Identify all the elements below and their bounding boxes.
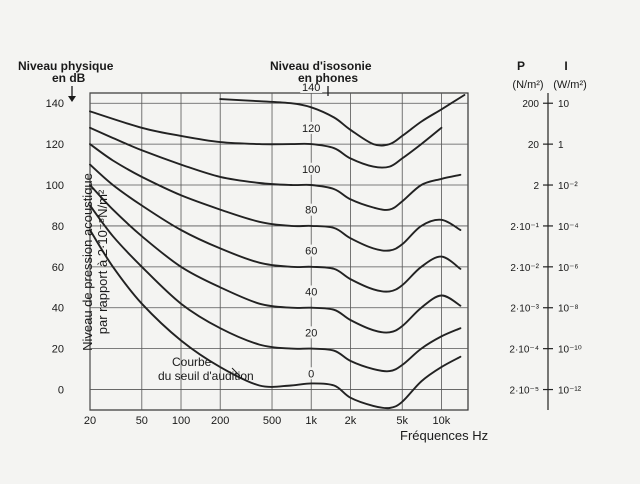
- x-axis-label: Fréquences Hz: [400, 428, 488, 443]
- chart-grid: [89, 92, 469, 411]
- y-tick-label: 0: [58, 385, 64, 397]
- curve-label-bg: [300, 121, 323, 134]
- x-tick-label: 20: [84, 415, 96, 427]
- y-tick-label: 80: [52, 221, 64, 233]
- curve-label-60: 60: [305, 246, 317, 258]
- curve-label-bg: [300, 203, 323, 216]
- curve-40-phon: [89, 184, 462, 334]
- curve-label-bg: [300, 244, 323, 257]
- p-header-line2: (N/m²): [512, 79, 543, 91]
- curve-label-bg: [300, 80, 323, 93]
- curve-0-phon: [89, 229, 462, 410]
- x-tick-label: 5k: [396, 415, 408, 427]
- i-header-line1: I: [564, 59, 567, 73]
- right-scale: 200 10 20 1 2 10⁻² 2·10⁻¹ 10⁻⁴ 2·10⁻² 10⁻⁶ 2·10⁻³ 1…: [509, 93, 582, 410]
- x-tick-label: 2k: [345, 415, 357, 427]
- x-tick-label: 100: [172, 415, 190, 427]
- x-tick-label: 200: [211, 415, 229, 427]
- top-header-line2: en phones: [298, 71, 358, 85]
- curve-labels: 0 20 40 60 80 100 120 140: [300, 80, 323, 380]
- curve-label-20: 20: [305, 327, 317, 339]
- x-tick-label: 50: [136, 415, 148, 427]
- plot-frame: [89, 92, 469, 411]
- intensity-label: 10⁻²: [558, 181, 578, 192]
- intensity-label: 10⁻⁶: [558, 263, 579, 274]
- curve-label-bg: [300, 162, 323, 175]
- x-axis-ticks: 20 50 100 200 500 1k 2k 5k 10k: [84, 415, 451, 427]
- curve-label-100: 100: [302, 164, 320, 176]
- y-axis-label: Niveau de pression acoustique par rappor…: [80, 173, 110, 351]
- y-axis-ticks: 0 20 40 60 80 100 120 140: [46, 98, 64, 396]
- left-header-line2: en dB: [52, 71, 86, 85]
- left-header-arrowhead: [68, 96, 76, 102]
- curve-label-bg: [300, 285, 323, 298]
- intensity-label: 10⁻⁴: [558, 222, 579, 233]
- equal-loudness-curves: [89, 94, 466, 410]
- intensity-label: 10⁻¹⁰: [558, 345, 582, 356]
- p-header-line1: P: [517, 59, 525, 73]
- x-tick-label: 10k: [433, 415, 451, 427]
- curve-80-phon: [89, 143, 462, 252]
- pressure-label: 2·10⁻¹: [510, 222, 539, 233]
- curve-label-bg: [300, 326, 323, 339]
- top-header-line1: Niveau d'isosonie: [270, 59, 372, 73]
- i-header-line2: (W/m²): [553, 79, 587, 91]
- curve-20-phon: [89, 204, 462, 373]
- curve-60-phon: [89, 163, 462, 293]
- curve-140-phon: [219, 94, 466, 147]
- curve-label-0: 0: [308, 368, 314, 380]
- y-tick-label: 120: [46, 139, 64, 151]
- curve-label-120: 120: [302, 123, 320, 135]
- pressure-label: 2·10⁻⁴: [509, 345, 539, 356]
- pressure-label: 20: [528, 140, 540, 151]
- pressure-label: 2·10⁻²: [510, 263, 539, 274]
- threshold-label-line1: Courbe: [172, 355, 212, 369]
- intensity-label: 1: [558, 140, 564, 151]
- y-tick-label: 60: [52, 262, 64, 274]
- pressure-label: 200: [522, 99, 539, 110]
- y-axis-label-line1: Niveau de pression acoustique: [80, 173, 95, 351]
- curve-120-phon: [89, 110, 443, 169]
- intensity-label: 10⁻¹²: [558, 386, 582, 397]
- left-header-line1: Niveau physique: [18, 59, 114, 73]
- curve-label-bg: [300, 367, 323, 380]
- pressure-label: 2: [533, 181, 539, 192]
- pressure-label: 2·10⁻³: [510, 304, 539, 315]
- x-tick-label: 500: [263, 415, 281, 427]
- intensity-label: 10⁻⁸: [558, 304, 579, 315]
- curve-100-phon: [89, 126, 462, 211]
- pressure-label: 2·10⁻⁵: [510, 386, 539, 397]
- y-tick-label: 20: [52, 344, 64, 356]
- y-tick-label: 100: [46, 180, 64, 192]
- y-tick-label: 140: [46, 98, 64, 110]
- intensity-label: 10: [558, 99, 570, 110]
- curve-label-140: 140: [302, 82, 320, 94]
- x-tick-label: 1k: [305, 415, 317, 427]
- y-tick-label: 40: [52, 303, 64, 315]
- y-axis-label-line2: par rapport à 2·10⁻⁵N/m²: [95, 189, 110, 334]
- threshold-label-pointer: [231, 367, 241, 377]
- threshold-label-line2: du seuil d'audition: [158, 369, 254, 383]
- curve-label-40: 40: [305, 286, 317, 298]
- curve-label-80: 80: [305, 205, 317, 217]
